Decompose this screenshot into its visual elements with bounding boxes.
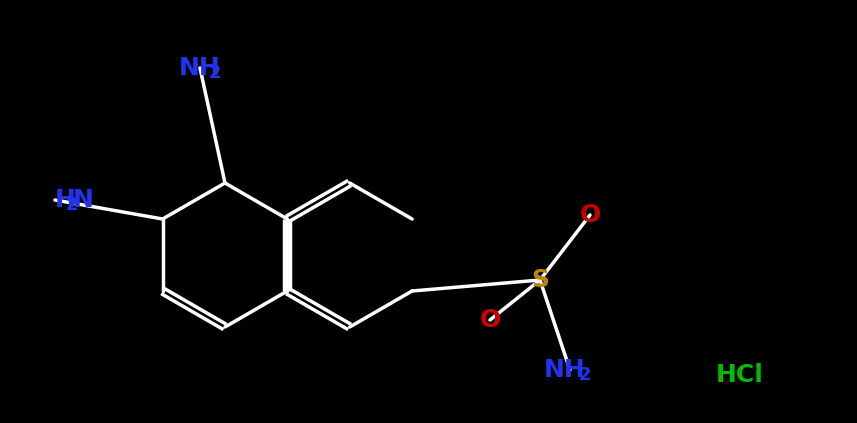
- Text: 2: 2: [66, 196, 79, 214]
- Text: NH: NH: [179, 56, 221, 80]
- Text: N: N: [73, 188, 94, 212]
- Text: 2: 2: [578, 366, 591, 384]
- Text: H: H: [55, 188, 76, 212]
- Text: O: O: [479, 308, 500, 332]
- Text: S: S: [531, 268, 549, 292]
- Text: O: O: [579, 203, 601, 227]
- Text: HCl: HCl: [716, 363, 764, 387]
- Text: NH: NH: [544, 358, 586, 382]
- Text: 2: 2: [209, 64, 221, 82]
